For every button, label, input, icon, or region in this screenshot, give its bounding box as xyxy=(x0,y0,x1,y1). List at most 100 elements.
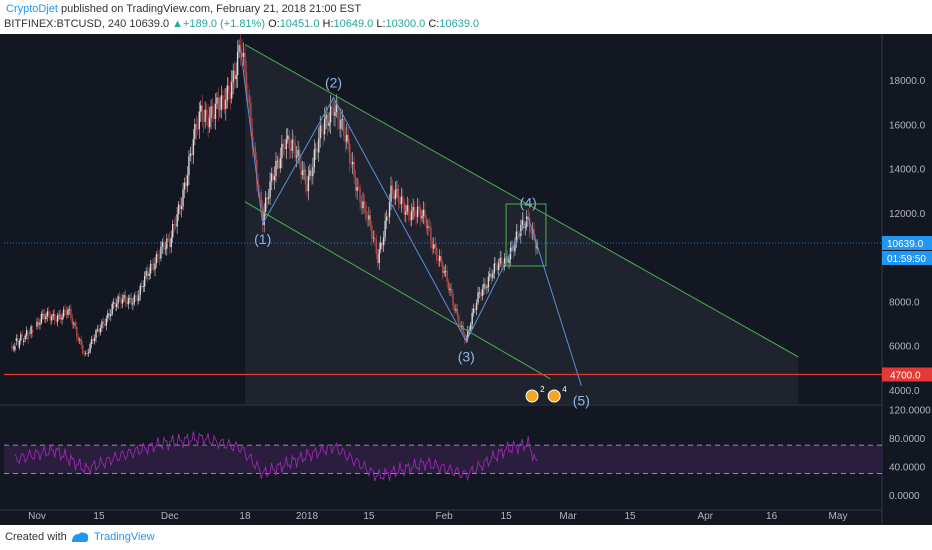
candle xyxy=(259,192,261,194)
candle xyxy=(456,309,459,317)
candle xyxy=(483,283,485,289)
candle xyxy=(43,314,46,320)
candle xyxy=(471,312,473,325)
candle xyxy=(86,352,88,354)
candle xyxy=(179,204,181,209)
candle xyxy=(472,308,475,313)
candle xyxy=(307,175,310,192)
candle xyxy=(124,295,127,302)
candle xyxy=(425,218,428,228)
candle xyxy=(36,321,38,327)
candle xyxy=(64,309,66,312)
rsi-tick-label: 40.0000 xyxy=(889,463,926,474)
candle xyxy=(337,105,339,119)
candle xyxy=(300,161,302,175)
candle xyxy=(220,95,223,110)
candle xyxy=(356,187,358,191)
event-count-label: 2 xyxy=(540,385,545,394)
candle xyxy=(105,318,108,326)
tradingview-link[interactable]: TradingView xyxy=(94,531,155,543)
candle xyxy=(104,323,106,326)
candle xyxy=(176,214,178,227)
candle xyxy=(108,313,110,317)
open-label: O: xyxy=(268,18,280,30)
candle xyxy=(490,273,493,279)
candle xyxy=(273,175,276,181)
candle xyxy=(185,182,187,187)
candle xyxy=(263,211,265,226)
candle xyxy=(340,119,342,129)
channel-lower-line xyxy=(244,201,551,380)
candle xyxy=(396,189,398,191)
candle xyxy=(424,209,426,219)
candle xyxy=(267,197,270,199)
candle xyxy=(369,215,372,226)
candle xyxy=(366,218,369,220)
candle xyxy=(354,176,357,191)
candle xyxy=(452,293,454,306)
x-tick-label: 18 xyxy=(239,511,251,522)
candle xyxy=(371,225,373,239)
candle xyxy=(297,149,299,157)
candle xyxy=(96,329,99,331)
symbol-label: BITFINEX:BTCUSD, 240 xyxy=(4,18,127,30)
candle xyxy=(90,339,93,345)
candle xyxy=(244,52,246,73)
candle xyxy=(422,209,425,217)
candle xyxy=(24,335,26,340)
author-link[interactable]: CryptoDjet xyxy=(6,3,58,15)
y-tick-label: 4000.0 xyxy=(889,386,920,397)
countdown-tag-label: 01:59:50 xyxy=(887,254,926,265)
candle xyxy=(79,339,81,341)
candle xyxy=(14,346,16,351)
candle xyxy=(365,205,367,219)
candle xyxy=(433,244,435,249)
candle xyxy=(182,189,184,207)
candle xyxy=(242,52,245,57)
candle xyxy=(443,271,445,273)
candle xyxy=(402,196,404,203)
candle xyxy=(158,257,161,259)
candle xyxy=(130,297,133,305)
candle xyxy=(409,213,411,221)
candle xyxy=(76,326,78,337)
published-text: published on TradingView.com, February 2… xyxy=(61,3,362,15)
candle xyxy=(329,106,332,123)
candle xyxy=(241,52,243,57)
candle xyxy=(298,149,301,162)
candle xyxy=(403,202,406,215)
x-tick-label: 2018 xyxy=(296,511,319,522)
candle xyxy=(111,303,113,314)
candle xyxy=(54,313,56,321)
candle xyxy=(95,330,97,339)
candle xyxy=(195,124,198,129)
candle xyxy=(145,271,147,276)
candle xyxy=(149,263,152,274)
candle xyxy=(82,345,84,354)
candle xyxy=(323,118,326,135)
candle xyxy=(28,332,31,334)
candle xyxy=(469,324,472,330)
candle xyxy=(166,238,168,249)
candle xyxy=(319,125,321,139)
candle xyxy=(458,316,460,326)
rsi-band xyxy=(4,445,882,474)
candle xyxy=(362,201,364,209)
candle xyxy=(65,311,68,315)
candle xyxy=(349,143,351,163)
candle xyxy=(350,162,352,165)
candle xyxy=(68,309,71,310)
candle xyxy=(487,276,490,288)
candle xyxy=(84,352,87,354)
candle xyxy=(408,205,410,214)
x-tick-label: Nov xyxy=(28,511,46,522)
candle xyxy=(444,270,447,272)
candle xyxy=(180,206,183,209)
candle xyxy=(52,313,54,317)
candle xyxy=(400,196,403,205)
candle xyxy=(107,313,109,319)
tradingview-logo-icon[interactable] xyxy=(70,530,90,547)
candle xyxy=(284,147,286,150)
